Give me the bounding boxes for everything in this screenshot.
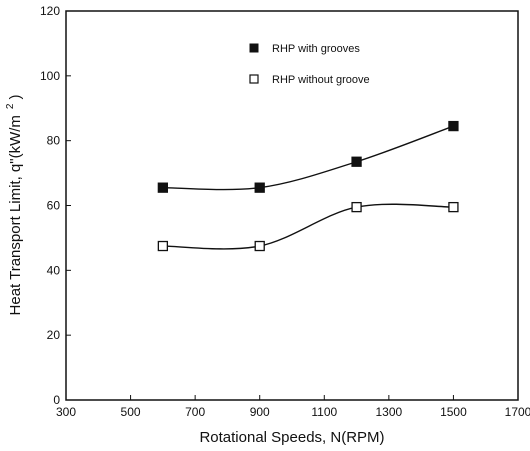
legend-marker-open: [249, 74, 259, 84]
y-axis-title-main: Heat Transport Limit, q"(kW/m: [7, 115, 24, 315]
x-tick-label: 500: [121, 405, 141, 419]
x-tick-label: 700: [185, 405, 205, 419]
series-line-1: [162, 203, 454, 250]
x-axis-title: Rotational Speeds, N(RPM): [199, 429, 384, 446]
y-tick-label: 80: [47, 134, 61, 148]
legend-label-with-grooves: RHP with grooves: [272, 43, 360, 55]
legend: RHP with grooves RHP without groove: [249, 43, 370, 86]
y-tick-label: 20: [47, 328, 61, 342]
y-axis-title-superscript: 2: [5, 103, 16, 109]
data-point-series-1: [351, 201, 362, 213]
series-curves: [162, 125, 454, 250]
data-point-series-0: [351, 156, 362, 167]
x-tick-label: 1500: [440, 405, 467, 419]
x-tick-label: 1700: [505, 405, 530, 419]
data-point-series-0: [254, 182, 265, 193]
data-point-series-1: [254, 240, 265, 252]
y-tick-label: 120: [40, 4, 60, 18]
x-tick-label: 900: [250, 405, 270, 419]
svg-text:Heat Transport Limit, q"(kW/m2: Heat Transport Limit, q"(kW/m 2): [5, 95, 24, 316]
y-tick-label: 60: [47, 199, 61, 213]
series-markers: [157, 120, 459, 252]
data-point-series-0: [157, 182, 169, 193]
series-line-0: [162, 125, 454, 191]
x-tick-label: 300: [56, 405, 76, 419]
x-tick-label: 1300: [376, 405, 403, 419]
y-tick-label: 40: [47, 263, 61, 277]
y-axis-title: Heat Transport Limit, q"(kW/m 2): [5, 95, 24, 316]
y-tick-label: 0: [53, 393, 60, 407]
data-point-series-0: [448, 120, 459, 132]
x-tick-label: 1100: [311, 405, 337, 419]
y-axis-title-close: ): [7, 95, 24, 100]
data-point-series-1: [157, 240, 169, 252]
legend-marker-filled: [249, 43, 259, 53]
axis-ticks: 300 500 700 900 1100 1300 1500 1700 0 20 40 60 80 100…: [40, 4, 530, 419]
y-tick-label: 100: [40, 69, 60, 83]
data-point-series-1: [448, 201, 459, 213]
legend-label-without-groove: RHP without groove: [272, 74, 370, 86]
